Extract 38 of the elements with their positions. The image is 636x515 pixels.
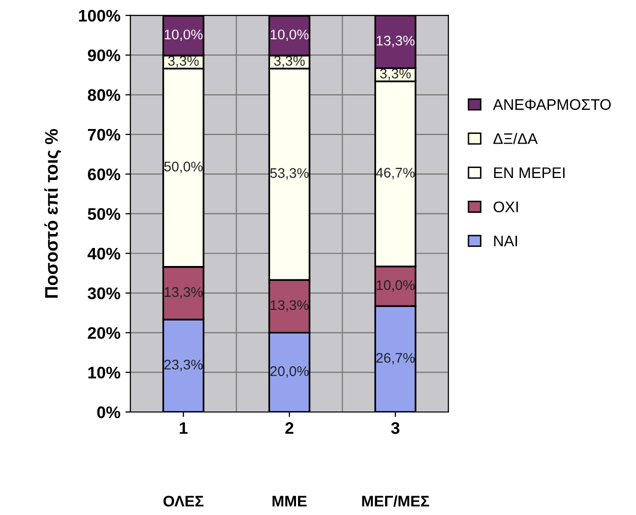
y-tick-label: 10% [88,366,120,379]
y-tick-label: 20% [88,327,120,339]
y-tick-label: 80% [88,89,120,101]
text: ΜΕΓ/ΜΕΣ [362,495,430,507]
text: ΟΛΕΣ [163,496,204,507]
x-tick-label: 2 [285,422,294,434]
data-label: 50,0% [164,162,203,174]
data-label: 13,3% [270,300,309,312]
data-label: 10,0% [270,30,309,42]
data-label: 26,7% [376,352,415,364]
data-label: 13,3% [376,36,415,48]
data-label: 13,3% [164,287,203,299]
y-tick-label: 90% [88,50,120,62]
data-label: 3,3% [274,56,305,68]
y-tick-label: 70% [88,128,120,141]
data-label: 10,0% [376,280,415,292]
legend-label: ΝΑΙ [494,236,517,246]
data-label: 46,7% [376,168,415,180]
y-tick-label: 0% [97,406,120,418]
data-label: 3,3% [168,56,199,68]
y-tick-label: 50% [88,208,120,220]
y-tick-label: 30% [88,287,120,300]
data-label: 53,3% [270,168,309,180]
data-label: 23,3% [164,360,203,372]
legend-label: ΟΧΙ [494,201,518,212]
y-tick-label: 100% [79,10,120,22]
text: ΜΜΕ [272,496,307,506]
x-tick-label: 3 [391,422,400,434]
y-axis-title: Ποσοστό επί τοις % [44,129,62,298]
legend-label: ΔΞ/ΔΑ [493,132,538,144]
data-label: 10,0% [164,30,203,42]
legend-label: ΑΝΕΦΑΡΜΟΣΤΟ [492,99,611,110]
data-label: 3,3% [380,68,411,80]
y-tick-label: 60% [88,168,120,180]
legend-label: ΕΝ ΜΕΡΕΙ [494,168,565,178]
x-tick-label: 1 [180,422,188,434]
y-tick-label: 40% [88,248,120,260]
data-label: 20,0% [270,366,309,378]
